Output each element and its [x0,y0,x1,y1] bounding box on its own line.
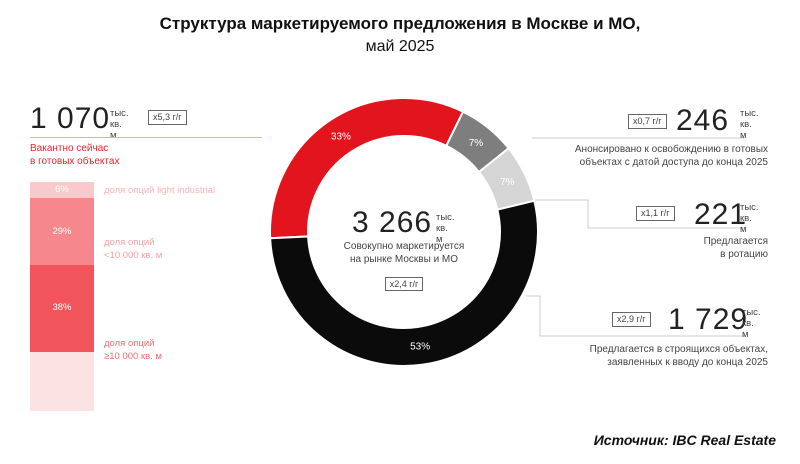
left-divider [30,137,262,138]
bar-label-light-industrial: доля опций light industrial [104,185,216,196]
slice-construction-label: 53% [410,341,430,352]
donut-chart: 33% 7% 7% 53% [269,97,539,367]
left-metric-value: 1 070 [30,102,111,135]
right-metric-construction-label: Предлагается в строящихся объектах, заяв… [589,344,768,368]
left-metric-unit: тыс. кв. м [110,108,129,141]
bar-segment-light-industrial [30,182,94,199]
bar-pct-light-industrial: 6% [55,184,69,196]
connector-rotation [530,199,745,229]
bar-label-small: доля опций <10 000 кв. м [104,237,163,261]
right-metric-rotation-label: Предлагается в ротацию [703,236,768,260]
bar-segment-small [30,198,94,265]
right-metric-announced-label: Анонсировано к освобождению в готовых об… [574,144,768,168]
right-metric-construction-value: 1 729 [668,303,749,336]
bar-pct-large: 38% [52,302,72,314]
right-metric-announced-value: 246 [676,104,730,137]
slice-rotation-label: 7% [500,177,515,188]
slice-announced-label: 7% [469,138,484,149]
center-metric-value: 3 266 [352,206,433,239]
slice-construction [269,199,539,367]
center-label: Совокупно маркетируется на рынке Москвы … [343,241,465,265]
bar-segment-large [30,264,94,352]
left-metric-badge: x5,3 г/г [148,110,187,125]
right-metric-construction-badge: x2,9 г/г [612,312,651,327]
chart-title: Структура маркетируемого предложения в М… [159,14,641,33]
right-metric-rotation-unit: тыс. кв. м [740,202,759,235]
connector-construction [526,295,745,337]
right-metric-rotation-badge: x1,1 г/г [636,206,675,221]
right-metric-announced-unit: тыс. кв. м [740,108,759,141]
right-metric-construction-unit: тыс. кв. м [742,307,761,340]
center-badge-wrap: x2,4 г/г [300,274,508,292]
bar-segment-remainder [30,351,94,411]
chart-subtitle: май 2025 [365,38,435,55]
right-metric-announced-badge: x0,7 г/г [628,114,667,129]
bar-pct-small: 29% [52,225,72,237]
center-badge: x2,4 г/г [384,277,424,291]
source-note: Источник: IBC Real Estate [593,432,776,448]
right-metric-rotation-value: 221 [694,198,748,231]
center-metric-unit: тыс. кв. м [436,212,455,245]
stacked-bar [30,182,94,411]
left-metric-label: Вакантно сейчас в готовых объектах [30,143,120,167]
bar-label-large: доля опций ≥10 000 кв. м [104,338,162,362]
slice-vacant-label: 33% [331,131,351,142]
